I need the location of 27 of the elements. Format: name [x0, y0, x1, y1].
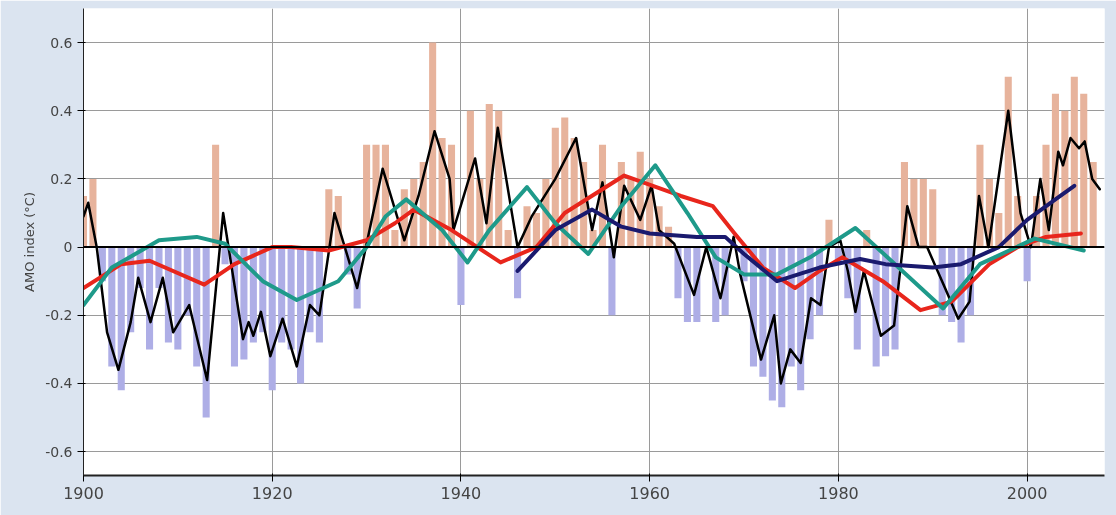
bar — [608, 247, 616, 316]
bar — [212, 144, 220, 248]
bar — [1023, 247, 1031, 282]
y-tick-label: -0.4 — [45, 375, 73, 392]
bar — [429, 42, 437, 248]
y-tick-label: -0.6 — [45, 443, 73, 460]
line-series — [83, 109, 1102, 385]
x-tick-label: 1960 — [629, 483, 671, 503]
line-series — [515, 183, 1077, 284]
x-tick-label: 1920 — [251, 483, 293, 503]
bar — [391, 230, 399, 248]
bar — [995, 213, 1003, 248]
y-tick-label: 0.4 — [50, 102, 73, 119]
bar — [504, 230, 512, 248]
y-axis-title: AMO index (°C) — [22, 192, 38, 292]
bar — [1080, 93, 1088, 248]
x-tick-label: 1940 — [440, 483, 482, 503]
bar — [919, 178, 927, 248]
x-tick-label: 2000 — [1006, 483, 1048, 503]
y-tick-label: 0.6 — [50, 34, 73, 51]
y-tick-label: 0 — [63, 239, 73, 256]
x-tick-label: 1980 — [818, 483, 859, 503]
x-tick-label: 1900 — [63, 483, 104, 503]
y-tick-label: -0.2 — [45, 307, 73, 324]
bar — [1070, 76, 1078, 248]
bar — [929, 189, 937, 248]
y-tick-label: 0.2 — [50, 170, 73, 187]
